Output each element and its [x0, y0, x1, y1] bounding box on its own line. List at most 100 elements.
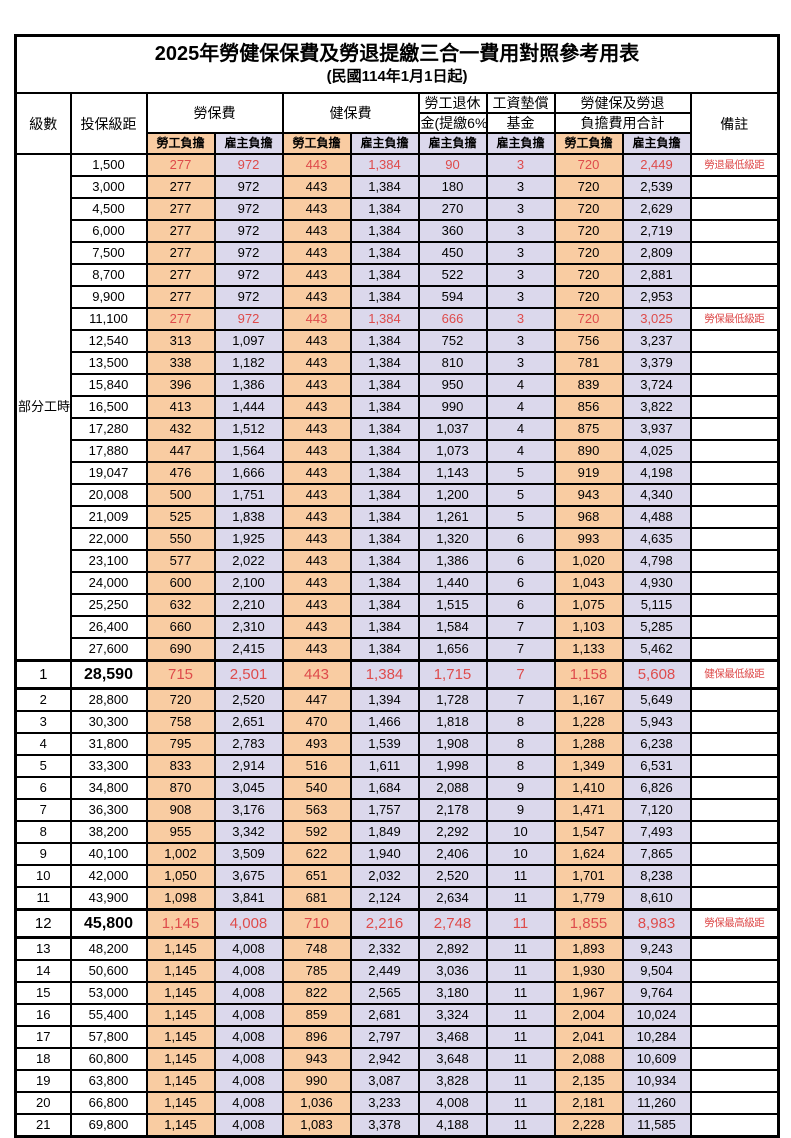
health-employee-cell: 443	[281, 527, 352, 551]
table-row: 13,500 338 1,182 443 1,384 810 3 781 3,379	[16, 351, 780, 375]
health-employer-cell: 1,684	[349, 776, 420, 800]
labor-employer-cell: 972	[213, 153, 284, 177]
total-employer-cell: 5,462	[621, 637, 692, 662]
wage-fund-cell: 11	[485, 1047, 556, 1071]
wage-fund-cell: 7	[485, 615, 556, 639]
total-employer-cell: 6,826	[621, 776, 692, 800]
bracket-cell: 9,900	[69, 285, 148, 309]
labor-employer-cell: 972	[213, 197, 284, 221]
total-employee-cell: 2,228	[553, 1113, 624, 1138]
col-header-wage-fund-line1: 工資墊償	[485, 92, 556, 114]
health-employee-cell: 443	[281, 395, 352, 419]
labor-employee-cell: 476	[145, 461, 216, 485]
table-row: 20 66,800 1,145 4,008 1,036 3,233 4,008 11 2,181…	[14, 1091, 780, 1115]
pension-cell: 2,634	[417, 886, 488, 911]
health-employer-cell: 1,940	[349, 842, 420, 866]
labor-employer-cell: 3,176	[213, 798, 284, 822]
total-employer-cell: 4,930	[621, 571, 692, 595]
total-employee-cell: 1,167	[553, 687, 624, 712]
health-employee-cell: 443	[281, 659, 352, 690]
pension-cell: 1,200	[417, 483, 488, 507]
pension-cell: 1,261	[417, 505, 488, 529]
title-row: 2025年勞健保保費及勞退提繳三合一費用對照參考用表 (民國114年1月1日起)	[14, 34, 780, 94]
title-cell: 2025年勞健保保費及勞退提繳三合一費用對照參考用表 (民國114年1月1日起)	[14, 34, 780, 94]
labor-employer-cell: 4,008	[213, 908, 284, 939]
total-employee-cell: 1,471	[553, 798, 624, 822]
wage-fund-cell: 11	[485, 1113, 556, 1138]
labor-employee-cell: 277	[145, 175, 216, 199]
premium-comparison-table: 2025年勞健保保費及勞退提繳三合一費用對照參考用表 (民國114年1月1日起)…	[14, 34, 781, 1138]
labor-employer-cell: 3,675	[213, 864, 284, 888]
health-employee-cell: 943	[281, 1047, 352, 1071]
labor-employer-cell: 1,838	[213, 505, 284, 529]
remark-cell	[689, 505, 780, 529]
remark-cell	[689, 285, 780, 309]
total-employee-cell: 890	[553, 439, 624, 463]
wage-fund-cell: 3	[485, 219, 556, 243]
total-employer-cell: 2,449	[621, 153, 692, 177]
labor-employer-cell: 972	[213, 263, 284, 287]
labor-employer-cell: 2,520	[213, 687, 284, 712]
table-row: 23,100 577 2,022 443 1,384 1,386 6 1,020 4,798	[16, 549, 780, 573]
labor-employer-cell: 972	[213, 175, 284, 199]
wage-fund-cell: 8	[485, 732, 556, 756]
labor-employee-cell: 313	[145, 329, 216, 353]
remark-cell: 勞退最低級距	[689, 153, 780, 177]
labor-employee-cell: 577	[145, 549, 216, 573]
remark-cell	[689, 483, 780, 507]
total-employer-cell: 3,822	[621, 395, 692, 419]
health-employer-cell: 1,384	[349, 219, 420, 243]
wage-fund-cell: 5	[485, 461, 556, 485]
pension-cell: 3,036	[417, 959, 488, 983]
health-employee-cell: 443	[281, 615, 352, 639]
pension-cell: 3,180	[417, 981, 488, 1005]
grade-cell: 4	[14, 732, 72, 756]
col-header-grade: 級數	[14, 92, 72, 155]
labor-employee-cell: 1,145	[145, 1113, 216, 1138]
health-employee-cell: 447	[281, 687, 352, 712]
remark-cell	[689, 395, 780, 419]
labor-employee-cell: 277	[145, 153, 216, 177]
remark-cell	[689, 687, 780, 712]
labor-employer-cell: 1,751	[213, 483, 284, 507]
wage-fund-cell: 3	[485, 307, 556, 331]
labor-employee-cell: 277	[145, 263, 216, 287]
pension-cell: 1,143	[417, 461, 488, 485]
total-employer-cell: 11,585	[621, 1113, 692, 1138]
total-employer-cell: 5,115	[621, 593, 692, 617]
labor-employee-cell: 525	[145, 505, 216, 529]
remark-cell	[689, 1113, 780, 1138]
pension-cell: 1,584	[417, 615, 488, 639]
total-employee-cell: 1,893	[553, 936, 624, 961]
total-employee-cell: 919	[553, 461, 624, 485]
labor-employer-cell: 4,008	[213, 1047, 284, 1071]
labor-employer-cell: 1,925	[213, 527, 284, 551]
total-employee-cell: 1,228	[553, 710, 624, 734]
total-employer-cell: 5,649	[621, 687, 692, 712]
table-row: 27,600 690 2,415 443 1,384 1,656 7 1,133 5,462	[16, 637, 780, 662]
table-row: 12,540 313 1,097 443 1,384 752 3 756 3,237	[16, 329, 780, 353]
pension-cell: 2,292	[417, 820, 488, 844]
remark-cell	[689, 549, 780, 573]
wage-fund-cell: 3	[485, 351, 556, 375]
bracket-cell: 28,800	[69, 687, 148, 712]
health-employee-cell: 443	[281, 571, 352, 595]
total-employee-cell: 720	[553, 175, 624, 199]
labor-employee-cell: 277	[145, 241, 216, 265]
health-employer-cell: 1,384	[349, 329, 420, 353]
total-employer-cell: 10,609	[621, 1047, 692, 1071]
health-employee-cell: 443	[281, 373, 352, 397]
health-employee-cell: 443	[281, 417, 352, 441]
health-employer-cell: 2,032	[349, 864, 420, 888]
bracket-cell: 28,590	[69, 659, 148, 690]
wage-fund-cell: 11	[485, 1091, 556, 1115]
table-row: 15 53,000 1,145 4,008 822 2,565 3,180 11 1,967 9,…	[14, 981, 780, 1005]
labor-employee-cell: 870	[145, 776, 216, 800]
total-employer-cell: 5,943	[621, 710, 692, 734]
total-employee-cell: 1,930	[553, 959, 624, 983]
table-row: 22,000 550 1,925 443 1,384 1,320 6 993 4,635	[16, 527, 780, 551]
subheader-total-employer: 雇主負擔	[621, 132, 692, 155]
table-row: 15,840 396 1,386 443 1,384 950 4 839 3,724	[16, 373, 780, 397]
health-employer-cell: 1,384	[349, 175, 420, 199]
labor-employee-cell: 277	[145, 307, 216, 331]
